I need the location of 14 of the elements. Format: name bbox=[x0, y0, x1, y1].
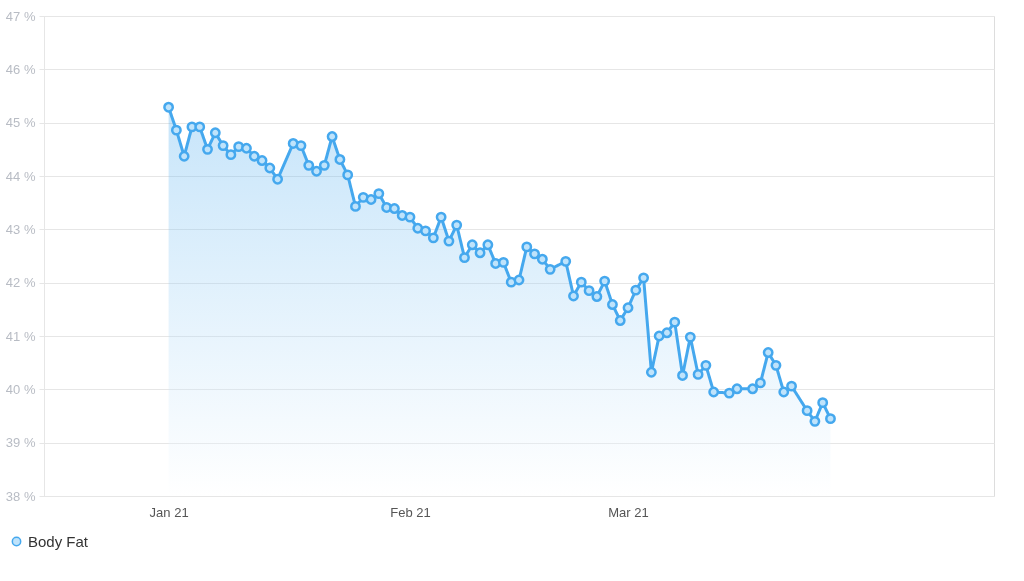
y-tick-label: 44 % bbox=[5, 168, 36, 184]
y-tick-label: 42 % bbox=[5, 275, 36, 291]
y-tick-label: 43 % bbox=[5, 221, 36, 237]
y-tick-label: 45 % bbox=[5, 115, 36, 131]
y-tick-label: 41 % bbox=[5, 328, 36, 344]
y-tick-label: 46 % bbox=[5, 61, 36, 77]
y-tick-label: 47 % bbox=[5, 8, 36, 24]
x-tick-label: Jan 21 bbox=[149, 504, 189, 520]
legend-label: Body Fat bbox=[28, 532, 89, 550]
x-tick-label: Feb 21 bbox=[390, 504, 431, 520]
y-tick-label: 39 % bbox=[5, 435, 36, 451]
x-tick-label: Mar 21 bbox=[608, 504, 649, 520]
y-tick-label: 40 % bbox=[5, 381, 36, 397]
y-tick-label: 38 % bbox=[5, 488, 36, 504]
